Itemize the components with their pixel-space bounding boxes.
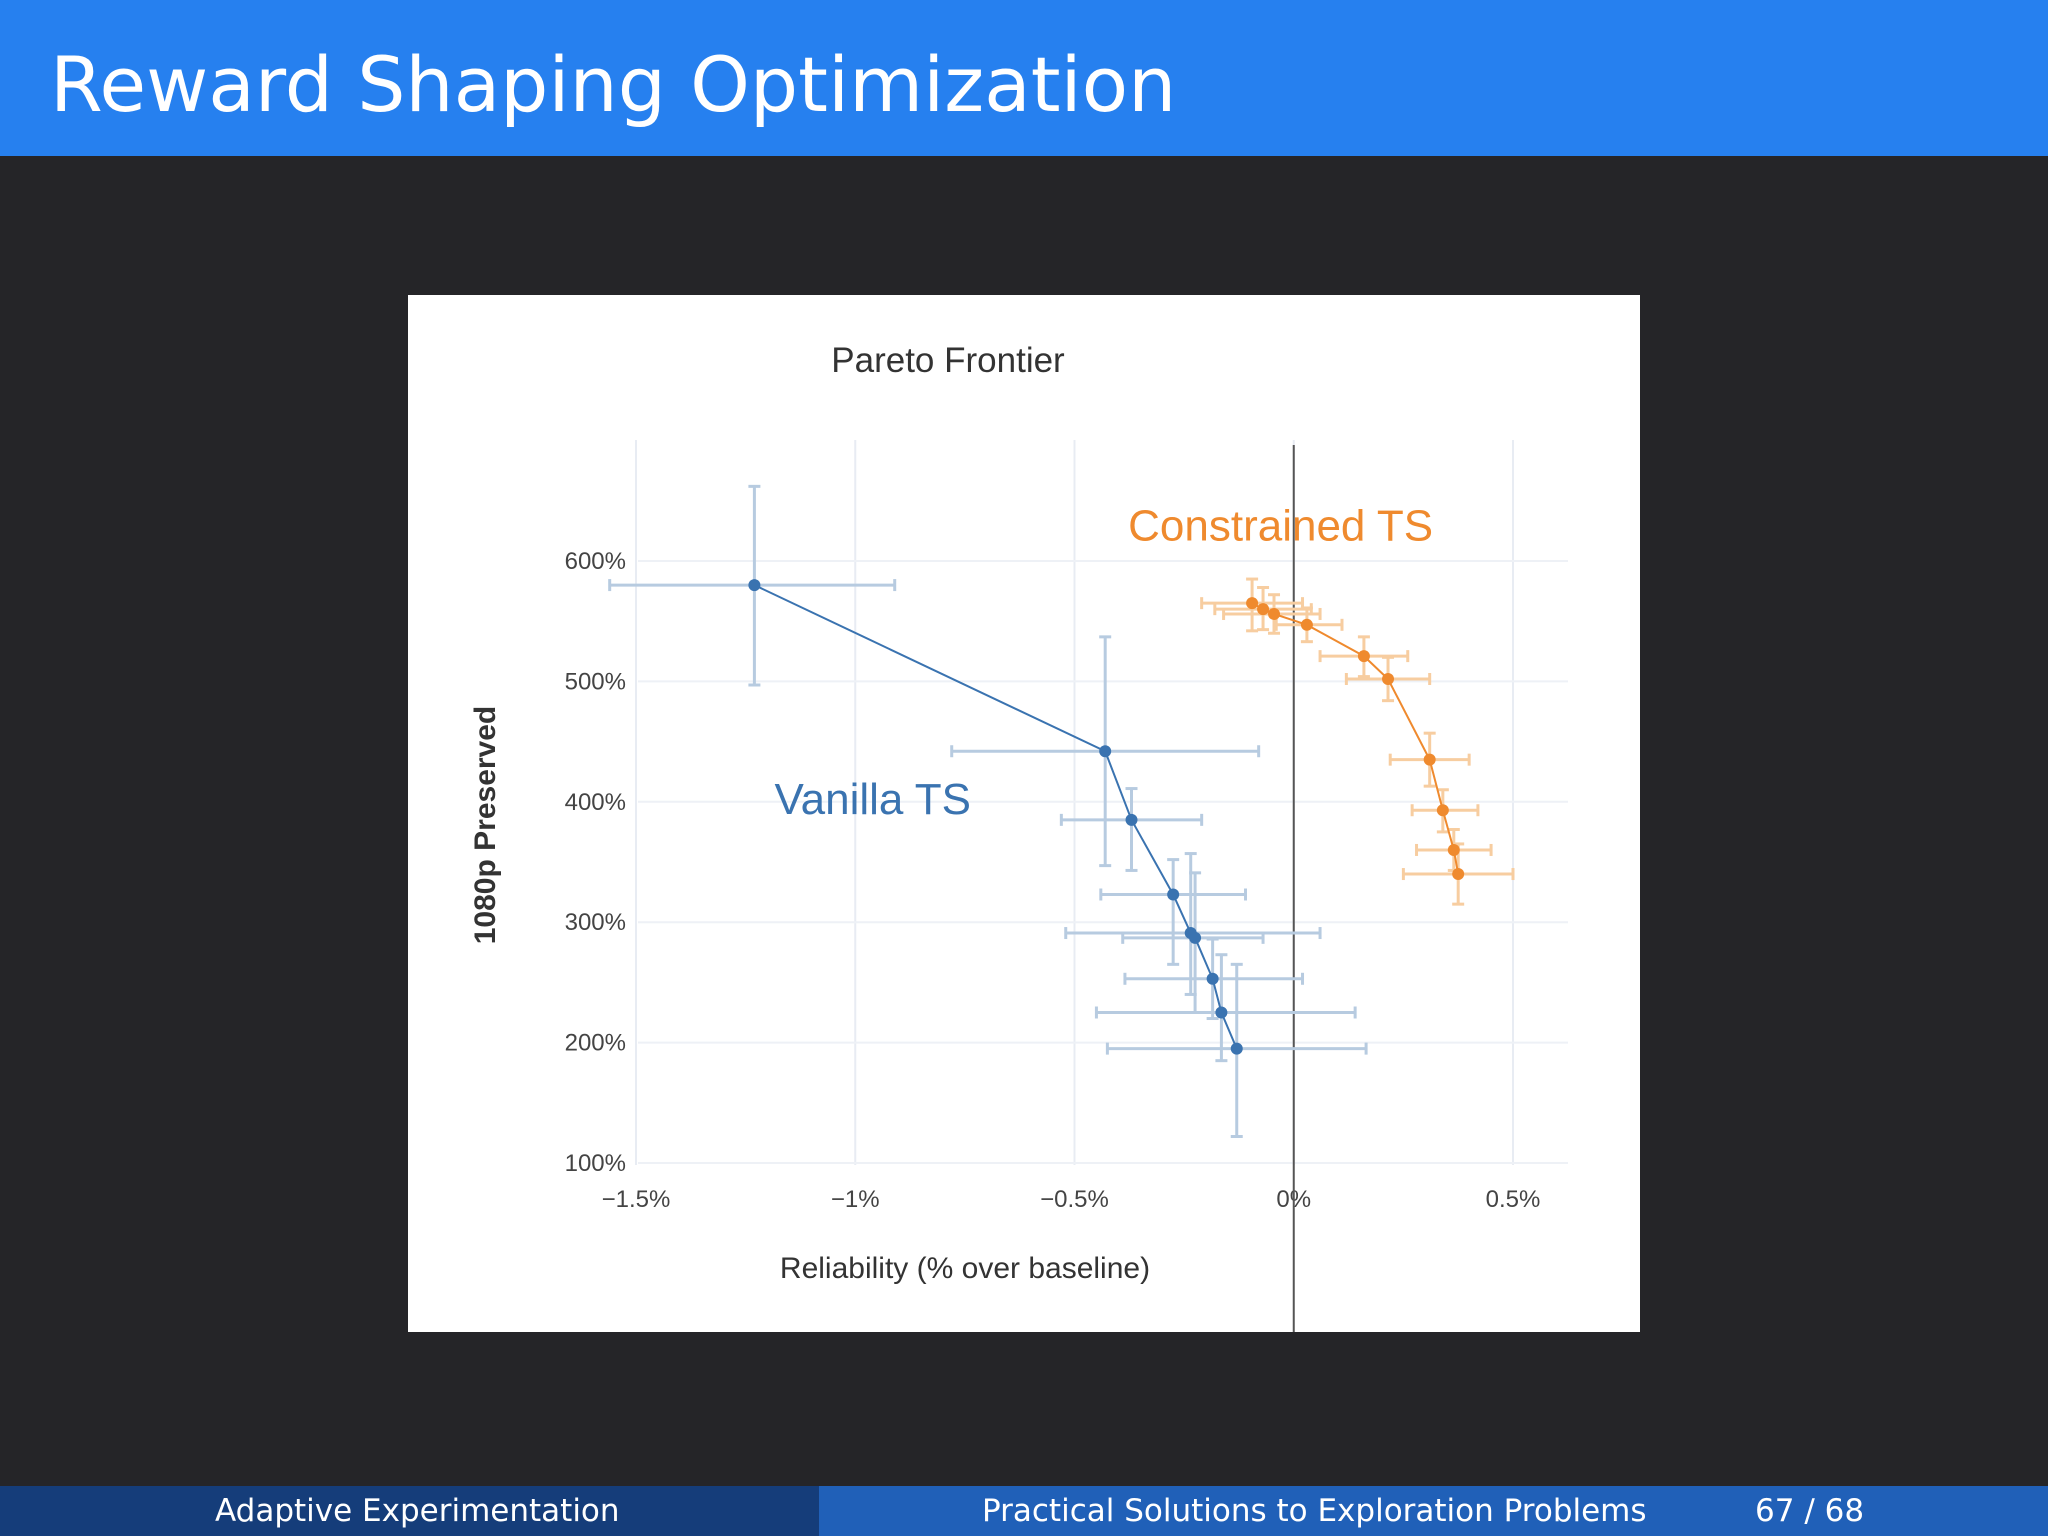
data-point-constrained-ts — [1257, 603, 1270, 616]
page-current: 67 — [1755, 1493, 1795, 1529]
y-tick-label: 300% — [565, 909, 626, 936]
footer-left-panel: Adaptive Experimentation — [0, 1486, 819, 1536]
page-separator: / — [1804, 1493, 1815, 1529]
data-point-constrained-ts — [1268, 607, 1281, 620]
data-point-constrained-ts — [1436, 804, 1449, 817]
series-label: Vanilla TS — [775, 775, 971, 824]
data-point-constrained-ts — [1382, 672, 1395, 685]
series-labels: Vanilla TS Constrained TS — [775, 502, 1434, 824]
slide-title: Reward Shaping Optimization — [50, 40, 1177, 129]
y-tick-label: 500% — [565, 668, 626, 695]
data-point-vanilla-ts — [1230, 1042, 1243, 1055]
footer-talk-title: Adaptive Experimentation — [215, 1493, 620, 1529]
error-bars — [608, 484, 1515, 1139]
y-tick-label: 100% — [565, 1150, 626, 1177]
data-point-vanilla-ts — [1099, 745, 1112, 758]
data-point-constrained-ts — [1447, 843, 1460, 856]
data-point-vanilla-ts — [748, 579, 761, 592]
data-point-constrained-ts — [1452, 868, 1465, 881]
data-point-constrained-ts — [1246, 597, 1259, 610]
x-axis-label: Reliability (% over baseline) — [780, 1252, 1150, 1285]
series-line-constrained-ts — [1251, 602, 1460, 875]
pareto-chart: −1.5% −1% −0.5% 0% 0.5%100%200%300%400%500%6… — [469, 341, 1568, 1332]
chart-title: Pareto Frontier — [831, 341, 1065, 380]
slide-footer: Adaptive Experimentation Practical Solut… — [0, 1486, 2048, 1536]
data-point-vanilla-ts — [1206, 972, 1219, 985]
data-point-vanilla-ts — [1189, 931, 1202, 944]
x-tick-label: −1% — [831, 1186, 880, 1213]
y-tick-label: 400% — [565, 789, 626, 816]
data-point-constrained-ts — [1300, 618, 1313, 631]
data-point-constrained-ts — [1357, 650, 1370, 663]
footer-section-title: Practical Solutions to Exploration Probl… — [982, 1493, 1647, 1529]
chart-figure: −1.5% −1% −0.5% 0% 0.5% 100% 200% 300% 400% 500% 6… — [408, 295, 1640, 1332]
y-axis-label: 1080p Preserved — [469, 706, 502, 945]
page-number: 67 / 68 — [1755, 1493, 1864, 1529]
page-total: 68 — [1824, 1493, 1865, 1529]
data-point-vanilla-ts — [1215, 1006, 1228, 1019]
data-point-constrained-ts — [1423, 753, 1436, 766]
data-points — [748, 579, 1465, 1055]
grid — [635, 440, 1568, 1165]
data-point-vanilla-ts — [1167, 888, 1180, 901]
slide-title-bar: Reward Shaping Optimization — [0, 0, 2048, 156]
axes: −1.5% −1% −0.5% 0% 0.5%100%200%300%400%500%6… — [565, 445, 1541, 1332]
x-tick-label: −1.5% — [602, 1186, 671, 1213]
footer-right-panel: Practical Solutions to Exploration Probl… — [819, 1486, 2048, 1536]
y-tick-label: 200% — [565, 1030, 626, 1057]
x-tick-label: −0.5% — [1040, 1186, 1109, 1213]
series-label: Constrained TS — [1128, 502, 1433, 551]
x-tick-label: 0.5% — [1486, 1186, 1541, 1213]
y-tick-label: 600% — [565, 548, 626, 575]
data-point-vanilla-ts — [1125, 813, 1138, 826]
